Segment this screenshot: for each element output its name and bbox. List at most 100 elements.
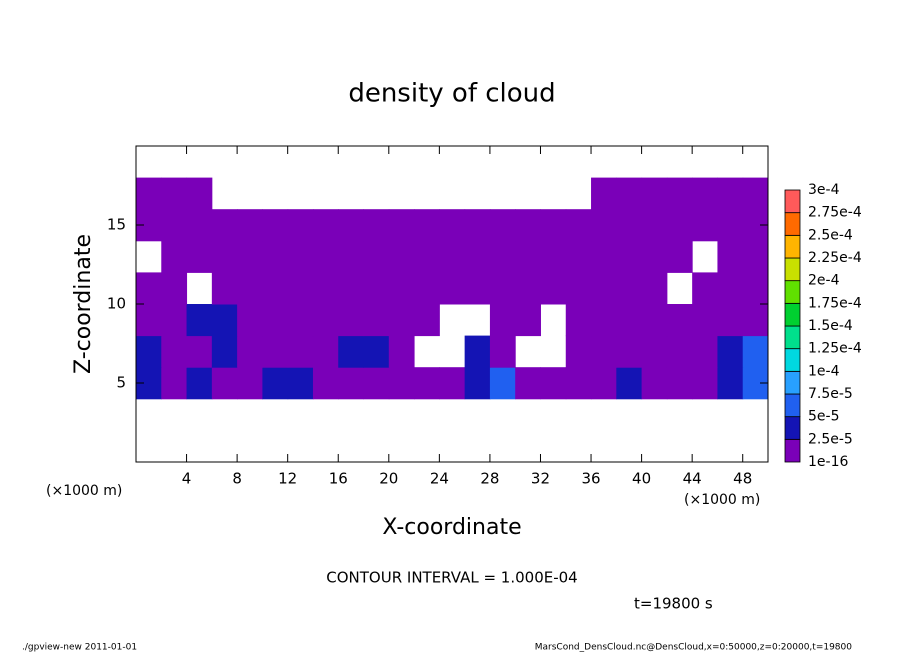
density-cell bbox=[489, 209, 516, 242]
density-cell bbox=[211, 272, 238, 305]
density-cell bbox=[616, 177, 643, 210]
density-cell bbox=[717, 304, 744, 337]
colorbar-box bbox=[784, 234, 801, 259]
density-cell bbox=[338, 304, 365, 337]
density-cell bbox=[489, 367, 516, 400]
density-cell bbox=[237, 304, 263, 337]
x-tick-label: 8 bbox=[232, 470, 242, 488]
density-cell bbox=[565, 272, 592, 305]
density-cell bbox=[464, 367, 491, 400]
density-cell bbox=[565, 367, 592, 400]
density-cell bbox=[641, 367, 668, 400]
density-cell bbox=[666, 304, 693, 337]
density-cell bbox=[515, 367, 541, 400]
density-cell bbox=[565, 240, 592, 273]
density-cell bbox=[186, 209, 213, 242]
density-cell bbox=[591, 209, 617, 242]
density-cell bbox=[717, 240, 744, 273]
density-cell bbox=[540, 209, 567, 242]
density-cell bbox=[186, 240, 213, 273]
density-cell bbox=[363, 209, 390, 242]
density-cell bbox=[312, 335, 339, 368]
density-cell bbox=[692, 209, 718, 242]
y-tick-label: 5 bbox=[116, 374, 126, 392]
colorbar-label: 2e-4 bbox=[808, 273, 840, 289]
chart-title: density of cloud bbox=[348, 79, 555, 109]
density-cell bbox=[186, 335, 213, 368]
density-cell bbox=[363, 240, 390, 273]
density-cell bbox=[717, 335, 744, 368]
density-cell bbox=[666, 177, 693, 210]
colorbar-box bbox=[784, 416, 801, 440]
colorbar-box bbox=[784, 348, 801, 372]
density-cell bbox=[540, 367, 567, 400]
colorbar-label: 1e-4 bbox=[808, 363, 840, 379]
density-cell bbox=[363, 335, 390, 368]
density-cell bbox=[742, 240, 769, 273]
x-tick-label: 40 bbox=[632, 470, 651, 488]
density-cell bbox=[515, 272, 541, 305]
density-cell bbox=[237, 335, 263, 368]
x-tick-label: 44 bbox=[683, 470, 702, 488]
density-cell bbox=[388, 272, 415, 305]
density-cell bbox=[742, 177, 769, 210]
footer-left: ./gpview-new 2011-01-01 bbox=[22, 643, 137, 653]
colorbar-box bbox=[784, 280, 801, 304]
density-cell bbox=[692, 272, 718, 305]
density-cell bbox=[287, 335, 314, 368]
density-cell bbox=[237, 240, 263, 273]
density-cell bbox=[312, 209, 339, 242]
density-cell bbox=[439, 367, 466, 400]
density-cell bbox=[489, 272, 516, 305]
x-tick-label: 24 bbox=[430, 470, 449, 488]
y-tick-label: 10 bbox=[107, 295, 126, 313]
x-tick-label: 36 bbox=[581, 470, 600, 488]
x-axis-label: X-coordinate bbox=[382, 515, 521, 540]
density-cell bbox=[742, 335, 769, 368]
colorbar-box bbox=[784, 393, 801, 418]
density-cell bbox=[414, 240, 440, 273]
density-cell bbox=[186, 367, 213, 400]
density-cell bbox=[312, 367, 339, 400]
density-cell bbox=[287, 367, 314, 400]
density-cell bbox=[136, 272, 162, 305]
density-cell bbox=[161, 240, 188, 273]
density-cell bbox=[515, 209, 541, 242]
density-cell bbox=[161, 304, 188, 337]
density-cell bbox=[338, 240, 365, 273]
density-cell bbox=[464, 272, 491, 305]
density-cell bbox=[439, 240, 466, 273]
density-cell bbox=[692, 367, 718, 400]
x-tick-label: 16 bbox=[329, 470, 348, 488]
density-cell bbox=[414, 304, 440, 337]
density-cell bbox=[262, 335, 289, 368]
x-tick-label: 32 bbox=[531, 470, 550, 488]
colorbar-label: 5e-5 bbox=[808, 409, 839, 425]
y-tick-label: 15 bbox=[107, 216, 126, 234]
x-tick-label: 12 bbox=[278, 470, 297, 488]
density-cell bbox=[439, 209, 466, 242]
density-cell bbox=[388, 304, 415, 337]
density-cell bbox=[338, 335, 365, 368]
density-cell bbox=[388, 367, 415, 400]
colorbar-label: 2.25e-4 bbox=[808, 250, 862, 266]
density-cell bbox=[211, 367, 238, 400]
density-cell bbox=[161, 335, 188, 368]
density-cell bbox=[515, 304, 541, 337]
density-cell bbox=[717, 367, 744, 400]
density-cell bbox=[388, 240, 415, 273]
density-cell bbox=[616, 304, 643, 337]
density-cell bbox=[287, 272, 314, 305]
density-cell bbox=[717, 177, 744, 210]
colorbar-box bbox=[784, 370, 801, 395]
density-cell bbox=[591, 304, 617, 337]
density-cell bbox=[692, 304, 718, 337]
density-cell bbox=[616, 335, 643, 368]
density-cell bbox=[717, 272, 744, 305]
density-cell bbox=[211, 304, 238, 337]
colorbar-label: 2.5e-5 bbox=[808, 431, 853, 447]
density-cell bbox=[262, 240, 289, 273]
density-cell bbox=[312, 240, 339, 273]
colorbar-label: 1e-16 bbox=[808, 454, 848, 470]
